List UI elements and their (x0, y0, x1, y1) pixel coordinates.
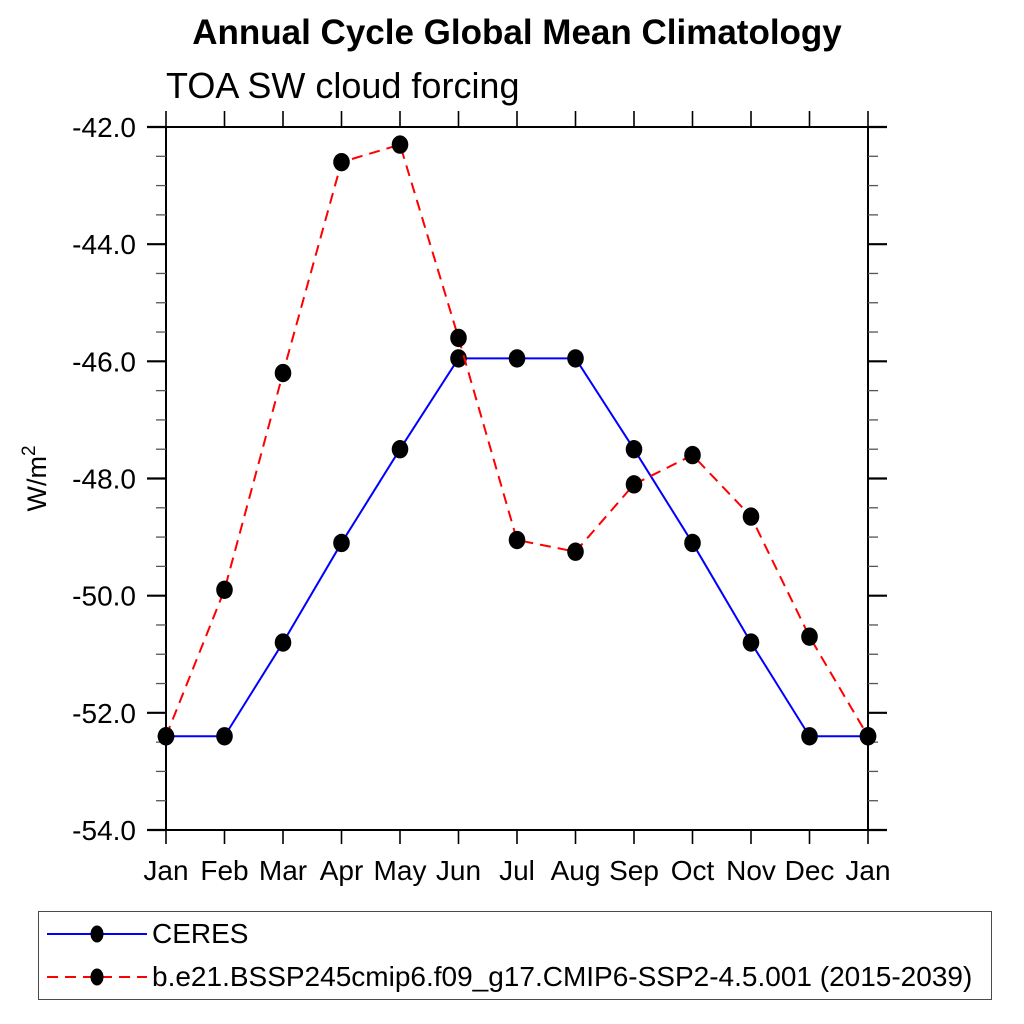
data-point-marker (450, 328, 467, 348)
data-point-marker (216, 580, 233, 600)
data-point-marker (625, 475, 643, 494)
y-axis-title: W/m2 (19, 445, 52, 511)
data-point-marker (508, 349, 526, 368)
x-axis-month-label: Mar (259, 855, 307, 886)
data-point-marker (684, 445, 701, 465)
data-point-marker (508, 530, 526, 550)
legend-item-ceres: CERES (45, 914, 991, 955)
data-point-marker (801, 727, 818, 746)
y-axis-tick-label: -52.0 (72, 698, 136, 729)
data-point-marker (274, 363, 292, 383)
data-point-marker (684, 533, 701, 553)
legend-label-ceres: CERES (152, 918, 249, 949)
data-point-marker (742, 633, 760, 652)
data-point-marker (333, 533, 350, 553)
legend-marker (90, 968, 104, 986)
legend: CERES b.e21.BSSP245cmip6.f09_g17.CMIP6-S… (38, 911, 992, 1000)
x-axis-month-label: Apr (320, 855, 364, 886)
x-axis-month-label: Jan (845, 855, 890, 886)
data-point-marker (801, 627, 818, 646)
data-point-marker (216, 727, 233, 746)
x-axis-month-label: Dec (785, 855, 835, 886)
x-axis-month-label: Jul (499, 855, 535, 886)
chart-subtitle: TOA SW cloud forcing (166, 65, 520, 106)
y-axis-tick-label: -48.0 (72, 464, 136, 495)
data-point-marker (274, 633, 292, 652)
chart-title: Annual Cycle Global Mean Climatology (192, 13, 842, 52)
legend-label-model: b.e21.BSSP245cmip6.f09_g17.CMIP6-SSP2-4.… (152, 961, 973, 992)
data-point-marker (567, 349, 584, 368)
data-point-marker (625, 440, 643, 459)
data-point-marker (157, 727, 175, 746)
y-axis-tick-label: -54.0 (72, 815, 136, 846)
plot-frame (165, 126, 869, 831)
data-point-marker (391, 135, 409, 154)
x-axis-month-label: Aug (551, 855, 601, 886)
y-axis-tick-label: -44.0 (72, 229, 136, 260)
data-point-marker (333, 152, 350, 172)
x-axis-month-label: Feb (200, 855, 248, 886)
y-axis-tick-label: -50.0 (72, 581, 136, 612)
x-axis-month-label: Nov (726, 855, 776, 886)
x-axis-month-label: Jun (436, 855, 481, 886)
y-axis-tick-label: -46.0 (72, 346, 136, 377)
x-axis-month-label: Jan (143, 855, 188, 886)
x-axis-month-label: May (374, 855, 427, 886)
data-point-marker (450, 349, 467, 368)
data-point-marker (567, 542, 584, 561)
x-axis-month-label: Sep (609, 855, 659, 886)
series-line-model (165, 143, 869, 737)
y-axis-tick-label: -42.0 (72, 112, 136, 143)
data-point-marker (391, 440, 409, 459)
legend-marker (90, 925, 104, 943)
legend-item-model: b.e21.BSSP245cmip6.f09_g17.CMIP6-SSP2-4.… (45, 957, 991, 998)
legend-sample-model (47, 968, 147, 986)
legend-sample-ceres (47, 925, 147, 943)
data-point-marker (742, 507, 760, 526)
x-axis-month-label: Oct (671, 855, 715, 886)
data-point-marker (859, 727, 877, 746)
